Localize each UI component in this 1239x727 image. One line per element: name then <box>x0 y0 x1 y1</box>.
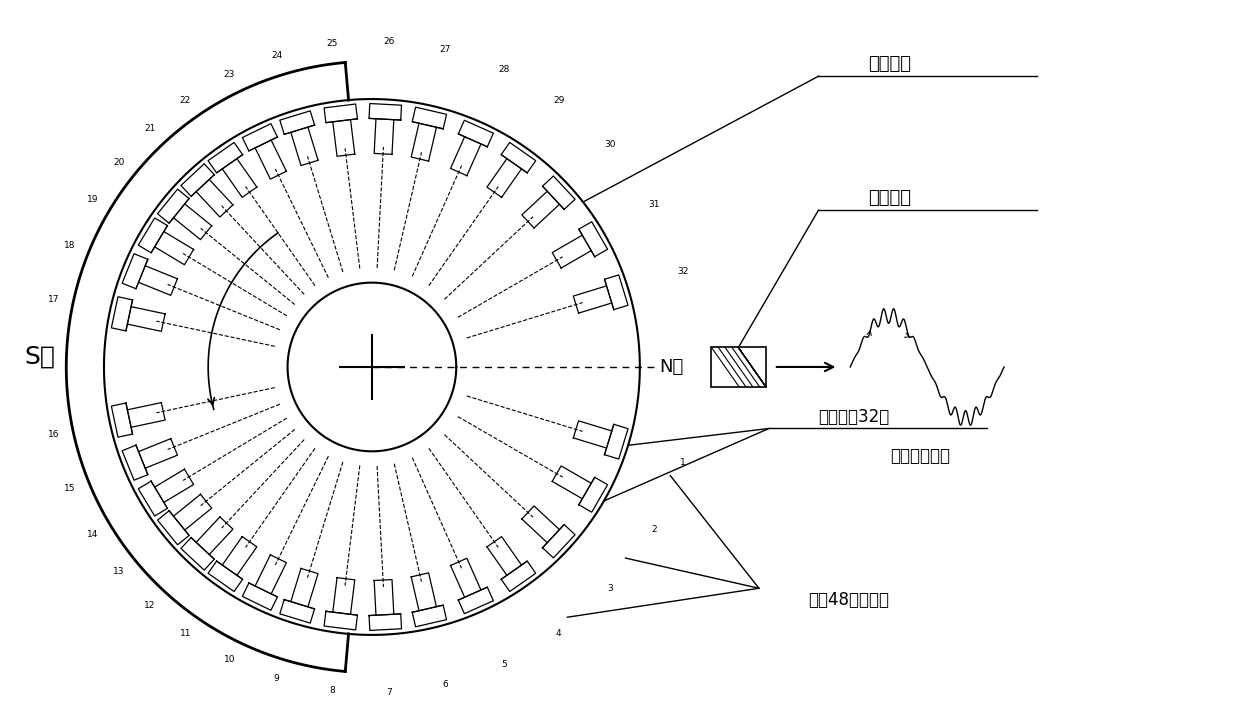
Text: 19: 19 <box>87 195 99 204</box>
Text: 1: 1 <box>680 457 686 467</box>
Text: 15: 15 <box>64 484 76 494</box>
Text: 26: 26 <box>383 37 395 47</box>
Text: 5: 5 <box>502 660 507 669</box>
Text: 28: 28 <box>498 65 510 74</box>
Text: 3: 3 <box>607 585 613 593</box>
Text: 2: 2 <box>650 525 657 534</box>
Text: 13: 13 <box>113 567 125 577</box>
Text: 17: 17 <box>48 295 59 304</box>
Text: N极: N极 <box>659 358 684 376</box>
Text: 12: 12 <box>144 601 156 609</box>
Text: 32: 32 <box>678 268 689 276</box>
Text: 圆周48个等分点: 圆周48个等分点 <box>809 591 890 609</box>
Text: 6: 6 <box>442 680 449 688</box>
Text: 11: 11 <box>180 629 191 638</box>
Text: 24: 24 <box>271 51 282 60</box>
Text: 25: 25 <box>327 39 338 49</box>
Text: 29: 29 <box>553 96 564 105</box>
Text: 7: 7 <box>387 688 392 696</box>
Text: 感应电压信号: 感应电压信号 <box>890 447 949 465</box>
Text: 23: 23 <box>223 70 235 79</box>
Bar <box>711 347 766 387</box>
Text: 31: 31 <box>648 200 659 209</box>
Text: 14: 14 <box>87 530 99 539</box>
Text: 22: 22 <box>180 96 191 105</box>
Text: 转子槽，32槽: 转子槽，32槽 <box>819 408 890 425</box>
Text: 8: 8 <box>330 686 335 694</box>
Text: 16: 16 <box>48 430 59 439</box>
Text: 20: 20 <box>113 158 125 166</box>
Text: 27: 27 <box>440 45 451 55</box>
Text: 9: 9 <box>274 674 280 683</box>
Text: 4: 4 <box>556 629 561 638</box>
Text: S极: S极 <box>24 345 55 369</box>
Text: 10: 10 <box>223 655 235 664</box>
Text: 18: 18 <box>64 241 76 249</box>
Text: 21: 21 <box>144 124 156 134</box>
Text: 转子截面: 转子截面 <box>869 55 911 73</box>
Text: 探测线圈: 探测线圈 <box>869 189 911 207</box>
Text: 30: 30 <box>605 140 616 150</box>
